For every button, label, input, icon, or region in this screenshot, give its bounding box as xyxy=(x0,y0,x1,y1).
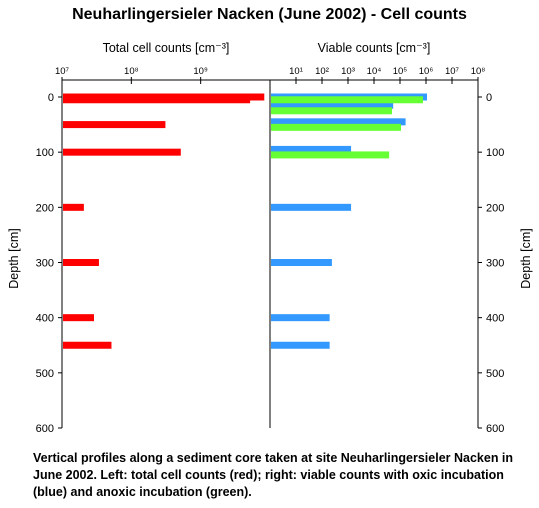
left-y-tick-label: 400 xyxy=(36,313,54,325)
right-y-tick-label: 600 xyxy=(486,423,504,435)
left-y-tick-label: 500 xyxy=(36,368,54,380)
depth-axes: 0 0 100 100 200 200 300 300 400 400 500 500 600 600 De… xyxy=(7,80,533,435)
right-y-tick-label: 200 xyxy=(486,202,504,214)
oxic-bar xyxy=(271,101,394,109)
left-y-axis-label: Depth [cm] xyxy=(7,228,21,288)
oxic-bar xyxy=(271,259,332,266)
right-y-tick-label: 300 xyxy=(486,258,504,270)
viable-x-tick-label: 10⁷ xyxy=(445,66,460,77)
left-y-tick-label: 0 xyxy=(48,92,54,104)
total-x-axis-label: Total cell counts [cm⁻³] xyxy=(103,41,230,55)
right-y-axis-label: Depth [cm] xyxy=(519,228,533,288)
total-x-tick-label: 10⁷ xyxy=(55,66,70,77)
viable-x-tick-label: 10⁴ xyxy=(367,66,382,77)
total-count-bar xyxy=(63,341,112,349)
left-y-tick-label: 100 xyxy=(36,147,54,159)
right-y-tick-label: 0 xyxy=(486,92,492,104)
oxic-bar xyxy=(271,118,406,126)
total-counts-panel: Total cell counts [cm⁻³] 10⁷ 10⁸ 10⁹ xyxy=(55,41,270,349)
right-y-tick-label: 500 xyxy=(486,368,504,380)
chart-title: Neuharlingersieler Nacken (June 2002) - … xyxy=(72,6,467,23)
total-x-tick-label: 10⁹ xyxy=(193,66,208,77)
total-count-bar xyxy=(63,148,181,156)
viable-x-tick-label: 10² xyxy=(315,66,329,77)
anoxic-bar xyxy=(271,96,423,104)
viable-x-tick-label: 10³ xyxy=(341,66,355,77)
viable-x-tick-label: 10¹ xyxy=(289,66,303,77)
total-count-bar xyxy=(63,96,251,104)
oxic-bar xyxy=(271,203,352,211)
figure-caption: Vertical profiles along a sediment core … xyxy=(33,451,514,499)
total-x-tick-label: 10⁸ xyxy=(124,66,139,77)
total-count-bar xyxy=(63,203,84,211)
oxic-bar xyxy=(271,314,330,322)
viable-x-axis-label: Viable counts [cm⁻³] xyxy=(318,41,431,55)
oxic-bar xyxy=(271,145,352,153)
viable-x-tick-label: 10⁶ xyxy=(419,66,434,77)
anoxic-bar xyxy=(271,151,390,159)
right-y-tick-label: 400 xyxy=(486,313,504,325)
total-count-bar xyxy=(63,121,166,129)
left-y-tick-label: 300 xyxy=(36,258,54,270)
total-count-bar xyxy=(63,314,95,322)
viable-x-tick-label: 10⁸ xyxy=(471,66,486,77)
anoxic-bar xyxy=(271,107,392,115)
viable-counts-panel: Viable counts [cm⁻³] 10¹ 10² 10³ 10⁴ 10⁵ 10⁶ 10… xyxy=(270,41,485,349)
total-count-bar xyxy=(63,259,99,266)
viable-x-tick-label: 10⁵ xyxy=(393,66,408,77)
left-y-tick-label: 200 xyxy=(36,202,54,214)
right-y-tick-label: 100 xyxy=(486,147,504,159)
oxic-bar xyxy=(271,341,330,349)
anoxic-bar xyxy=(271,123,401,131)
left-y-tick-label: 600 xyxy=(36,423,54,435)
